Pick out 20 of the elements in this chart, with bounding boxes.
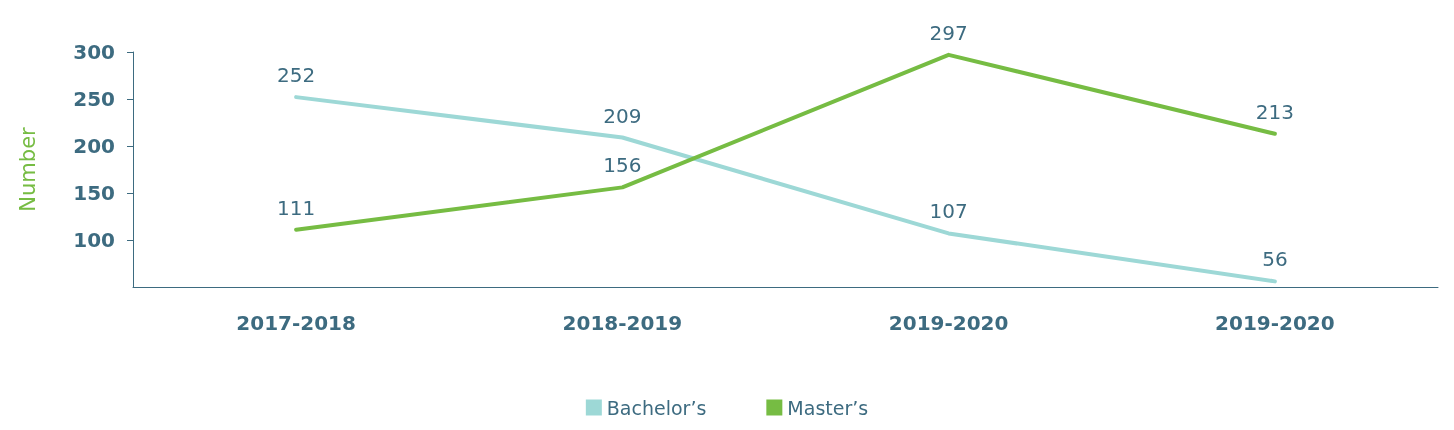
- legend-label: Bachelor’s: [606, 396, 707, 419]
- data-label: 297: [929, 20, 968, 45]
- y-axis-title: Number: [15, 126, 40, 212]
- legend-label: Master’s: [787, 396, 869, 419]
- y-tick-label: 300: [73, 40, 115, 64]
- data-label: 213: [1255, 99, 1294, 124]
- x-tick-label: 2017-2018: [236, 311, 356, 335]
- data-label: 209: [603, 103, 642, 128]
- y-tick-label: 150: [73, 181, 115, 205]
- data-label: 111: [277, 195, 316, 220]
- x-tick-label: 2019-2020: [1215, 311, 1335, 335]
- x-tick-label: 2019-2020: [888, 311, 1009, 335]
- data-label: 156: [603, 153, 642, 178]
- data-label: 56: [1262, 247, 1288, 272]
- x-tick-label: 2018-2019: [562, 311, 683, 335]
- y-tick-label: 100: [73, 228, 115, 252]
- y-tick-label: 200: [73, 134, 115, 158]
- y-tick-label: 250: [73, 87, 115, 111]
- data-label: 107: [929, 199, 968, 224]
- data-label: 252: [277, 63, 316, 88]
